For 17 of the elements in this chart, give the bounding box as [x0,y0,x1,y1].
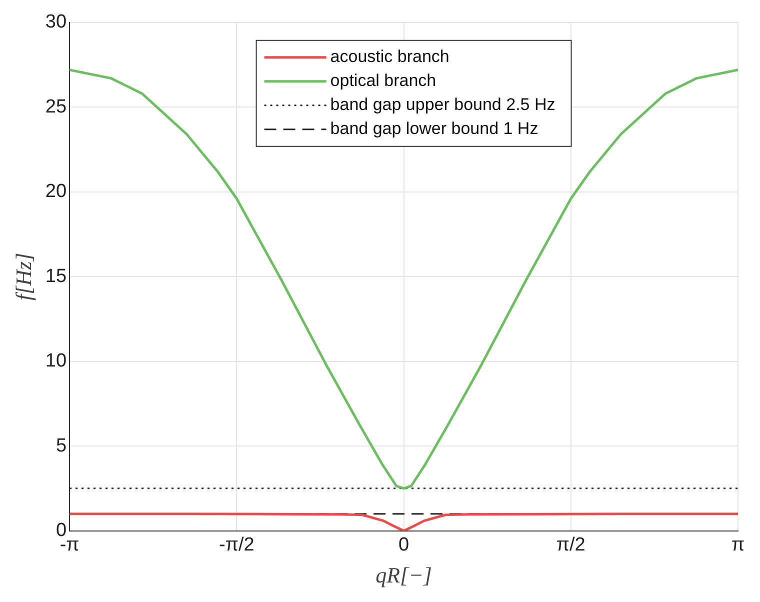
y-tick-label: 25 [45,96,67,118]
x-tick-label: 0 [398,534,410,556]
y-tick-label: 0 [56,520,67,542]
legend-label: optical branch [330,71,436,90]
x-tick-label: -π/2 [219,534,254,556]
legend-label: acoustic branch [330,47,450,66]
y-axis-title: f[Hz] [10,252,36,300]
y-tick-label: 10 [45,350,67,372]
y-tick-label: 5 [56,435,67,456]
x-tick-label: π [731,534,745,556]
y-tick-label: 30 [45,12,67,33]
legend-label: band gap upper bound 2.5 Hz [330,95,556,114]
y-tick-label: 15 [45,266,67,287]
legend-label: band gap lower bound 1 Hz [330,119,538,138]
x-tick-label: π/2 [556,534,586,556]
y-tick-label: 20 [45,181,67,202]
x-axis-title: qR[−] [376,562,432,588]
